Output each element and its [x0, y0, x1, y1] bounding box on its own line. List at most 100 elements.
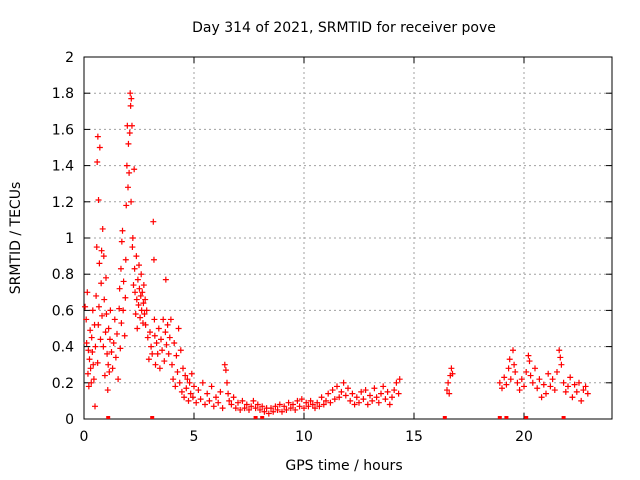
data-point — [274, 406, 281, 413]
data-point — [154, 350, 161, 357]
data-point — [380, 383, 387, 390]
data-point — [95, 303, 102, 310]
data-point — [131, 166, 138, 173]
data-point — [316, 403, 323, 410]
zero-marker — [504, 416, 509, 419]
data-point — [294, 397, 301, 404]
data-point — [129, 244, 136, 251]
data-point — [136, 262, 142, 269]
data-point — [125, 140, 132, 147]
data-point — [178, 388, 185, 395]
data-point — [117, 265, 124, 272]
x-tick-label: 5 — [190, 429, 199, 445]
data-point — [85, 347, 92, 354]
data-point — [191, 383, 197, 390]
data-point — [128, 198, 135, 205]
data-point — [158, 336, 164, 343]
data-point — [93, 292, 100, 299]
data-point — [83, 316, 90, 323]
y-tick-label: 1.6 — [52, 122, 74, 138]
data-point — [145, 356, 152, 363]
y-tick-label: 0.8 — [52, 267, 74, 283]
data-point — [131, 265, 138, 272]
data-point — [184, 376, 191, 383]
data-point — [557, 354, 564, 361]
data-point — [101, 296, 108, 303]
x-tick-label: 15 — [405, 429, 423, 445]
data-point — [149, 350, 156, 357]
grid — [84, 57, 612, 419]
data-point — [221, 361, 228, 368]
data-point — [108, 349, 115, 356]
data-point — [106, 368, 113, 375]
data-point — [98, 280, 105, 287]
data-point — [177, 347, 184, 354]
data-point — [210, 403, 217, 410]
data-point — [569, 394, 576, 401]
data-point — [159, 347, 166, 354]
data-point — [105, 361, 112, 368]
data-point — [161, 358, 168, 365]
data-point — [82, 303, 89, 310]
data-point — [534, 385, 541, 392]
data-point — [257, 406, 263, 413]
data-point — [292, 406, 299, 413]
data-point — [180, 365, 186, 372]
data-point — [199, 379, 206, 386]
data-point — [296, 403, 303, 410]
data-point — [364, 401, 371, 408]
zero-marker — [150, 416, 155, 419]
data-point — [104, 350, 111, 357]
data-point — [164, 321, 171, 328]
data-point — [86, 356, 93, 363]
data-point — [130, 282, 137, 289]
data-point — [523, 368, 530, 375]
data-point — [521, 383, 527, 390]
data-point — [102, 329, 109, 336]
data-point — [545, 370, 552, 377]
data-point — [96, 144, 103, 151]
zero-marker — [106, 416, 111, 419]
data-point — [551, 387, 558, 394]
data-point — [526, 358, 533, 365]
data-point — [195, 387, 202, 394]
data-point — [582, 383, 589, 390]
data-point — [382, 396, 389, 403]
data-point — [133, 253, 140, 260]
data-point — [270, 408, 277, 415]
data-point — [228, 401, 235, 408]
data-point — [185, 397, 192, 404]
data-point — [375, 399, 382, 406]
data-point — [88, 379, 95, 386]
data-point — [151, 332, 158, 339]
data-point — [109, 365, 116, 372]
data-point — [573, 388, 580, 395]
data-point — [89, 349, 96, 356]
data-point — [312, 405, 318, 412]
y-tick-label: 1.4 — [52, 159, 74, 175]
data-point — [565, 383, 571, 390]
data-point — [153, 339, 160, 346]
data-point — [152, 361, 159, 368]
data-point — [137, 314, 144, 321]
data-point — [525, 352, 532, 359]
data-point — [183, 385, 190, 392]
data-point — [197, 396, 204, 403]
data-point — [246, 406, 252, 413]
data-point — [85, 383, 92, 390]
zero-marker — [524, 416, 529, 419]
y-tick-label: 1.8 — [52, 86, 74, 102]
data-point — [120, 307, 127, 314]
data-point — [571, 381, 578, 388]
data-point — [254, 401, 261, 408]
data-point — [104, 387, 111, 394]
data-point — [120, 278, 127, 285]
data-point — [215, 399, 222, 406]
data-point — [155, 325, 162, 332]
data-point — [578, 397, 585, 404]
data-point — [391, 387, 398, 394]
data-point — [206, 397, 213, 404]
data-point — [279, 408, 285, 415]
data-point — [84, 289, 91, 296]
data-point — [511, 361, 518, 368]
